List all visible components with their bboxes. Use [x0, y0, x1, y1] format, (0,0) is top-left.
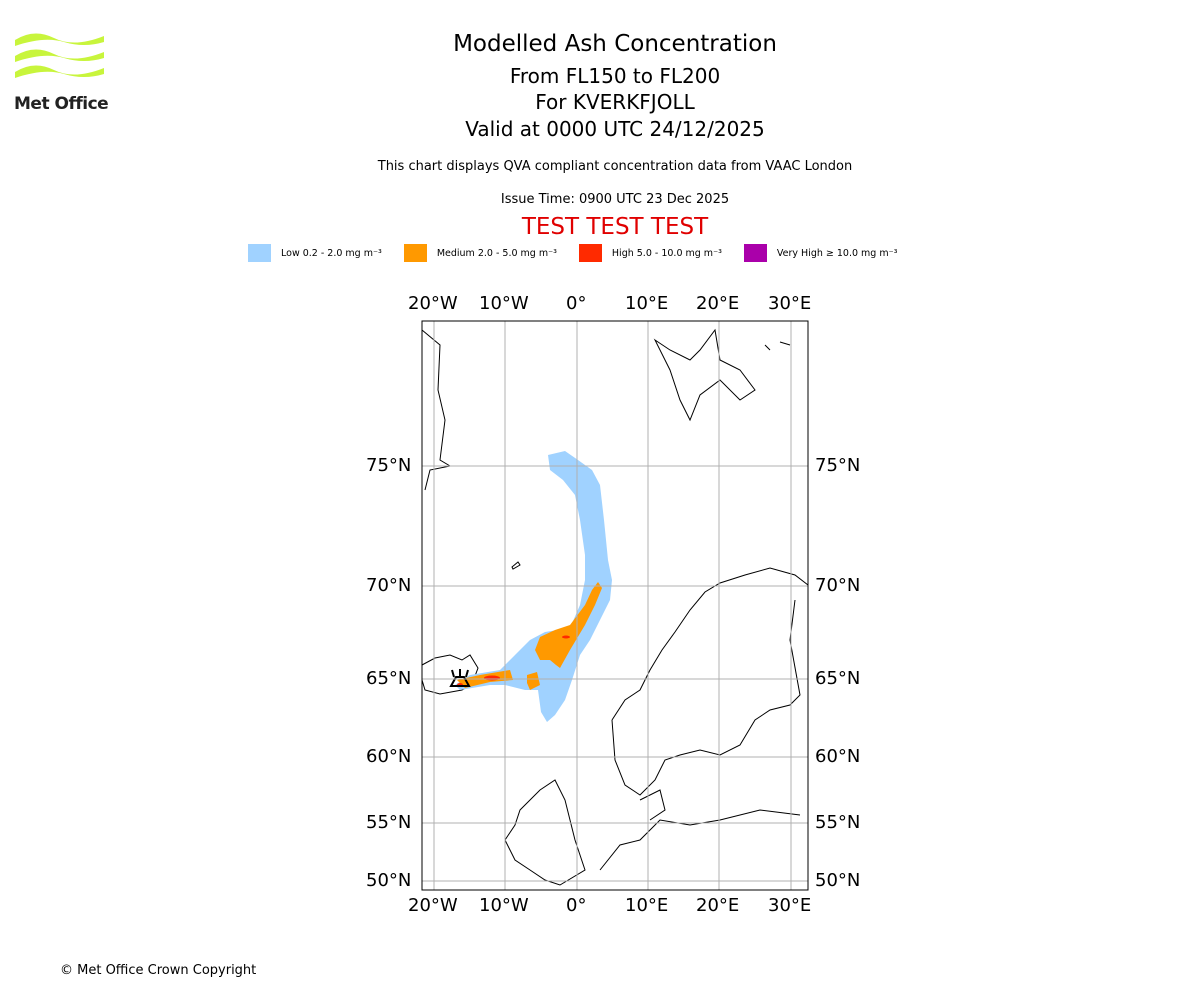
gridlines	[422, 321, 808, 890]
chart-title: Modelled Ash Concentration	[453, 31, 777, 57]
copyright: © Met Office Crown Copyright	[60, 963, 257, 978]
ash-high-area	[484, 675, 500, 681]
issue-time: Issue Time: 0900 UTC 23 Dec 2025	[500, 192, 730, 207]
ash-low-area	[455, 451, 612, 722]
test-banner: TEST TEST TEST	[521, 214, 709, 240]
ash-medium-area	[535, 582, 602, 668]
legend-item-very-high: Very High ≥ 10.0 mg m⁻³	[743, 244, 897, 262]
legend: Low 0.2 - 2.0 mg m⁻³ Medium 2.0 - 5.0 mg…	[248, 244, 919, 262]
ash-medium-area	[527, 672, 540, 690]
valid-time: Valid at 0000 UTC 24/12/2025	[465, 117, 765, 141]
flight-levels: From FL150 to FL200	[509, 64, 721, 88]
legend-item-low: Low 0.2 - 2.0 mg m⁻³	[248, 244, 382, 262]
coastlines	[421, 328, 809, 886]
volcano-icon	[449, 669, 471, 687]
logo-waves-icon	[15, 33, 104, 78]
chart-note: This chart displays QVA compliant concen…	[377, 159, 853, 174]
map-frame	[421, 320, 809, 891]
legend-item-medium: Medium 2.0 - 5.0 mg m⁻³	[403, 244, 557, 262]
logo-text: Met Office	[14, 94, 109, 114]
legend-item-high: High 5.0 - 10.0 mg m⁻³	[578, 244, 722, 262]
met-office-logo: Met Office	[14, 30, 109, 114]
volcano-name: For KVERKFJOLL	[535, 90, 695, 114]
ash-high-area	[562, 635, 570, 639]
